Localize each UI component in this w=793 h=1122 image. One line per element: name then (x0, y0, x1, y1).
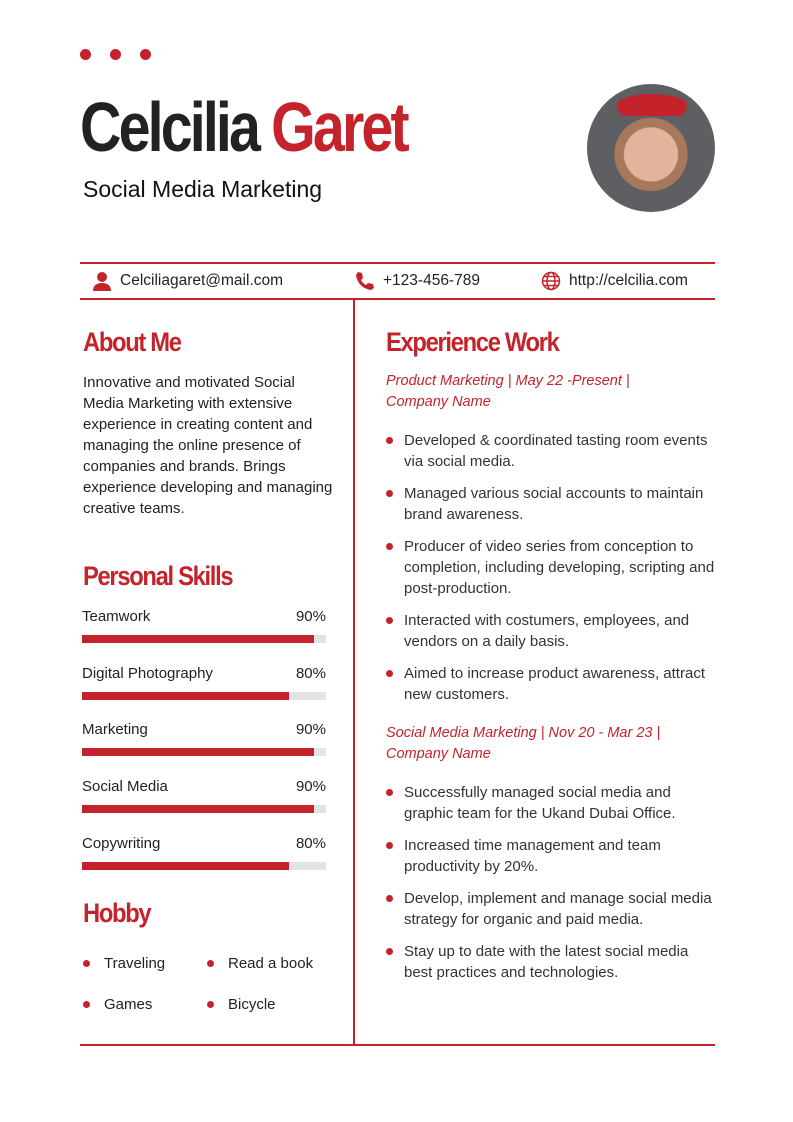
skill-name: Marketing (82, 721, 148, 739)
skill-item: Digital Photography 80% (82, 665, 326, 700)
skill-item: Copywriting 80% (82, 835, 326, 870)
skill-name: Teamwork (82, 608, 151, 625)
bullet-icon (83, 1001, 90, 1008)
skill-bar (82, 861, 326, 870)
skill-bar (82, 805, 326, 814)
job-role: Social Media Marketing | Nov 20 - Mar 23… (386, 725, 661, 762)
job-bullet-text: Developed & coordinated tasting room eve… (404, 432, 708, 470)
skill-name: Copywriting (82, 834, 161, 852)
job-bullet: Producer of video series from conception… (386, 536, 716, 599)
job-bullet: Develop, implement and manage social med… (386, 888, 716, 930)
about-text: Innovative and motivated Social Media Ma… (83, 374, 333, 517)
skill-name: Digital Photography (82, 664, 213, 682)
job-bullet: Aimed to increase product awareness, att… (386, 663, 716, 705)
skill-bar (82, 691, 326, 700)
divider (80, 262, 715, 264)
last-name: Garet (271, 88, 409, 166)
skill-name: Social Media (82, 778, 168, 796)
skill-item: Marketing 90% (82, 721, 326, 757)
contact-phone: +123-456-789 (355, 271, 480, 291)
skill-item: Teamwork 90% (82, 608, 326, 643)
bullet-icon (386, 617, 393, 624)
phone-text: +123-456-789 (383, 272, 480, 289)
job-bullet-text: Increased time management and team produ… (404, 837, 661, 875)
hobby-item: Bicycle (207, 996, 276, 1013)
divider (80, 1044, 715, 1046)
job-bullet-text: Interacted with costumers, employees, an… (404, 612, 690, 650)
job-bullet-text: Managed various social accounts to maint… (404, 485, 704, 523)
experience-heading: Experience Work (386, 327, 560, 357)
bullet-icon (386, 543, 393, 550)
bullet-icon (386, 789, 393, 796)
bullet-icon (386, 490, 393, 497)
contact-email: Celciliagaret@mail.com (92, 271, 283, 291)
hobby-item: Read a book (207, 955, 313, 972)
globe-icon (541, 271, 561, 291)
job-bullet-text: Develop, implement and manage social med… (404, 890, 712, 928)
bullet-icon (207, 960, 214, 967)
job-bullet: Developed & coordinated tasting room eve… (386, 430, 716, 472)
job-bullet-text: Aimed to increase product awareness, att… (404, 665, 705, 703)
skill-bar-fill (82, 805, 314, 814)
job-bullet: Stay up to date with the latest social m… (386, 941, 716, 983)
job-bullet: Increased time management and team produ… (386, 835, 716, 877)
skill-bar-fill (82, 748, 314, 757)
job-role: Product Marketing | May 22 -Present | Co… (386, 373, 630, 410)
user-icon (93, 272, 111, 291)
column-divider (353, 300, 355, 1045)
skill-bar-fill (82, 691, 290, 700)
website-text: http://celcilia.com (569, 272, 688, 289)
bullet-icon (207, 1001, 214, 1008)
skill-percent: 90% (295, 608, 326, 625)
about-heading: About Me (83, 327, 182, 357)
full-name: Celcilia Garet (80, 92, 410, 162)
job-entry: Social Media Marketing | Nov 20 - Mar 23… (386, 723, 716, 983)
job-bullet-text: Successfully managed social media and gr… (404, 784, 676, 822)
skill-percent: 80% (295, 664, 326, 682)
decor-dot (80, 49, 91, 60)
skill-bar (82, 635, 326, 643)
skills-heading: Personal Skills (83, 561, 234, 591)
bullet-icon (386, 670, 393, 677)
skill-bar-fill (82, 861, 290, 870)
skill-percent: 90% (295, 778, 326, 796)
hobby-heading: Hobby (83, 898, 152, 928)
skill-percent: 80% (295, 834, 326, 852)
contact-website: http://celcilia.com (541, 271, 688, 291)
divider (80, 298, 715, 300)
phone-icon (356, 272, 374, 290)
job-title: Social Media Marketing (83, 176, 323, 202)
job-bullet: Managed various social accounts to maint… (386, 483, 716, 525)
decor-dot (140, 49, 151, 60)
profile-photo (587, 84, 715, 212)
bullet-icon (386, 437, 393, 444)
hobby-label: Bicycle (228, 996, 276, 1013)
decor-dot (110, 49, 121, 60)
bullet-icon (386, 842, 393, 849)
skill-bar-fill (82, 635, 314, 643)
job-bullet-text: Stay up to date with the latest social m… (404, 943, 689, 981)
bullet-icon (386, 895, 393, 902)
hobby-item: Traveling (83, 955, 165, 972)
first-name: Celcilia (80, 88, 261, 166)
email-text: Celciliagaret@mail.com (120, 272, 284, 289)
skill-item: Social Media 90% (82, 778, 326, 814)
skill-bar (82, 748, 326, 757)
experience-list: Product Marketing | May 22 -Present | Co… (386, 371, 716, 1001)
hobby-label: Games (104, 996, 153, 1013)
job-entry: Product Marketing | May 22 -Present | Co… (386, 371, 716, 705)
job-bullet: Interacted with costumers, employees, an… (386, 610, 716, 652)
job-bullet-text: Producer of video series from conception… (404, 538, 715, 597)
skill-percent: 90% (295, 721, 326, 739)
hobby-item: Games (83, 996, 152, 1013)
hobby-label: Traveling (104, 955, 166, 972)
job-bullet: Successfully managed social media and gr… (386, 782, 716, 824)
hobby-label: Read a book (228, 955, 314, 972)
bullet-icon (83, 960, 90, 967)
bullet-icon (386, 948, 393, 955)
